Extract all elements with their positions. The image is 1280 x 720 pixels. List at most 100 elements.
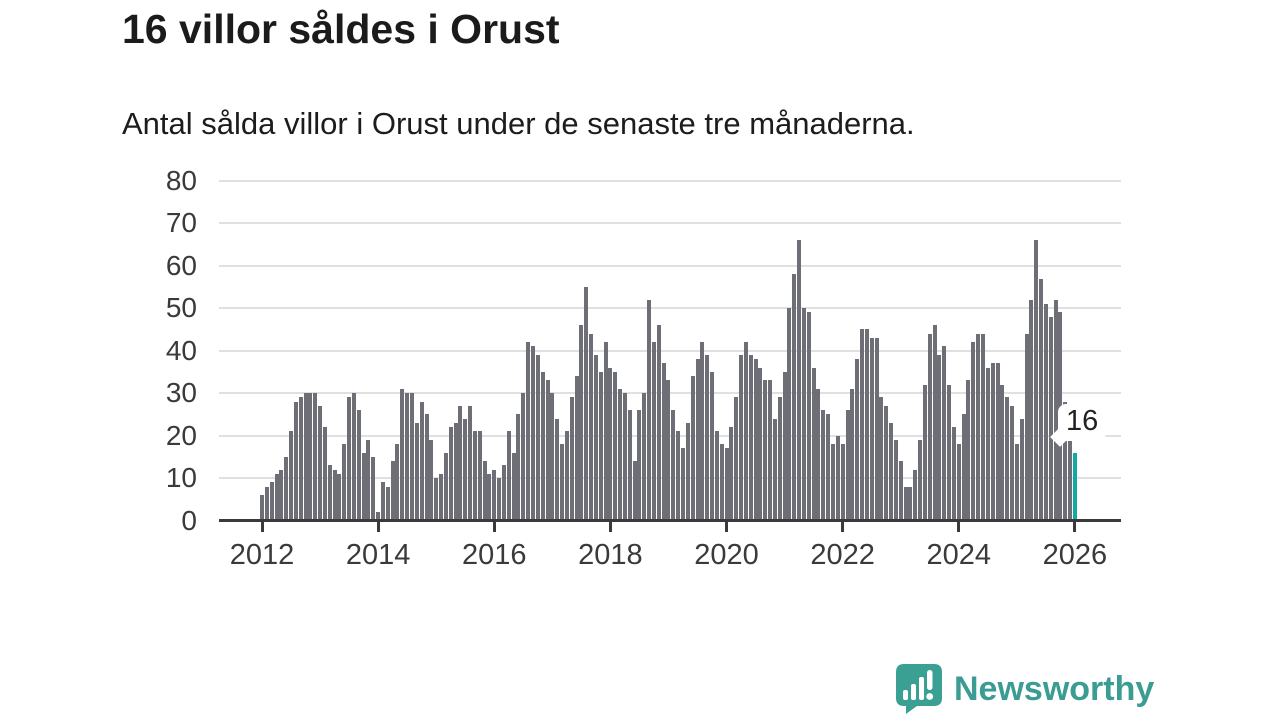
bar [671,410,676,521]
bar [651,342,656,521]
bar [318,405,323,521]
bar [627,410,632,521]
bar [516,414,521,521]
newsworthy-logo-icon [896,664,942,714]
bar [710,371,715,521]
bar [1048,316,1053,521]
bar [1014,444,1019,521]
bar [976,333,981,521]
bar [1029,299,1034,521]
bar [598,371,603,521]
bar [966,380,971,521]
bar [981,333,985,521]
bar-chart: 0 10 20 30 40 50 60 70 80 2012 2014 2016 2018 2020 202… [165,164,1121,571]
bar [753,359,758,521]
bar [574,376,579,521]
bar [855,359,860,521]
bar [274,473,279,521]
bar [971,342,976,521]
y-gridline [219,307,1121,310]
bar [511,452,516,521]
bar [637,410,642,521]
y-gridline [219,179,1121,182]
x-axis-tick [376,521,380,532]
bar [942,346,947,521]
bar [410,393,414,521]
bar [961,414,966,521]
x-axis-tick [841,521,845,532]
bar [434,478,439,521]
bar [700,342,705,521]
bar [356,410,361,521]
bar [889,422,894,521]
bar [492,469,497,521]
bar [763,380,768,521]
bar [293,401,298,521]
bar [642,393,647,521]
y-axis-tick-label: 50 [165,292,197,324]
y-axis-tick-label: 60 [165,249,197,281]
bar [497,478,502,521]
bar [874,337,879,521]
bar [371,456,376,521]
chart-subtitle: Antal sålda villor i Orust under de sena… [122,106,915,141]
bar [414,422,419,521]
bar [734,397,739,521]
bar [724,448,729,521]
bar [279,469,284,521]
x-axis-tick-label: 2022 [810,538,875,571]
x-axis-tick [608,521,612,532]
bar [806,312,811,521]
bar [656,325,661,521]
bar [613,371,618,521]
bar [540,371,545,521]
bar [521,393,526,521]
bar [487,473,492,521]
bar [913,469,918,521]
bar [816,388,821,521]
bar [956,444,961,521]
bar [1024,333,1029,521]
x-axis-tick [957,521,961,532]
bar [739,354,744,521]
bar [835,435,840,521]
bar [298,397,303,521]
bar [932,325,937,521]
bar [821,410,826,521]
bar [405,393,410,521]
bar [951,427,956,521]
bar [632,461,637,521]
bar [1063,401,1068,521]
bar [918,439,923,521]
x-axis-tick-label: 2012 [229,538,295,571]
bar [680,448,685,521]
bar [603,342,608,521]
bar [322,427,327,521]
bar [743,342,748,521]
bar [622,393,627,521]
bar [661,363,666,521]
bar [758,367,763,521]
x-axis-tick-label: 2024 [926,538,992,571]
bar [472,431,477,521]
y-axis-tick-label: 40 [165,334,197,366]
bar [361,452,366,521]
bar [390,461,395,521]
value-annotation: 16 [1057,404,1107,441]
bar [985,367,990,521]
bar [831,444,835,521]
bar [777,397,782,521]
branding-name: Newsworthy [954,669,1155,708]
y-axis-tick-label: 80 [165,164,197,196]
x-axis-line [219,519,1121,522]
bar [269,482,274,521]
bar [589,333,594,521]
bar [337,473,342,521]
bar [714,431,719,521]
bar [584,287,589,521]
y-axis-tick-label: 70 [165,207,197,239]
bar [564,431,569,521]
bar [850,388,855,521]
y-axis-tick-label: 20 [165,419,197,451]
